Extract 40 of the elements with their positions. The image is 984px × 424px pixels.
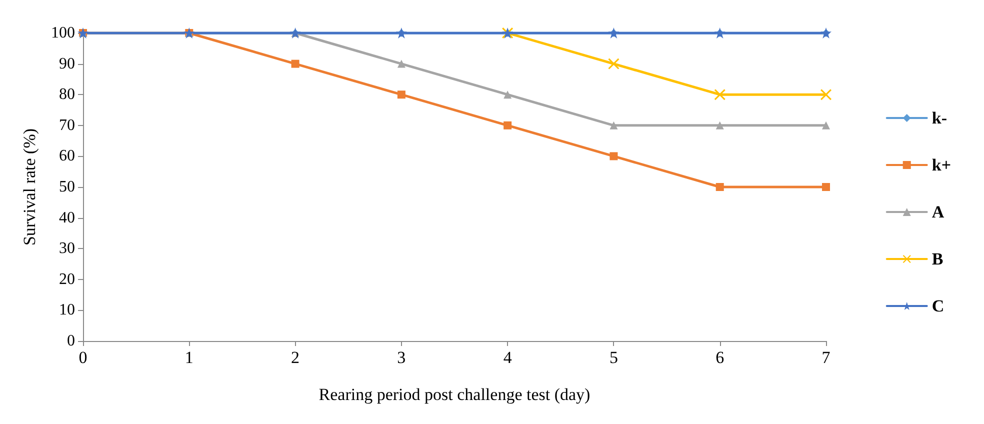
x-tick-label: 3	[397, 348, 406, 367]
point	[608, 58, 620, 70]
point	[504, 90, 512, 99]
legend-label: B	[932, 250, 944, 268]
y-tick-label: 10	[59, 302, 75, 319]
x-tick-label: 5	[609, 348, 618, 367]
x-tick-label: 7	[822, 348, 831, 367]
y-tick-label: 100	[51, 24, 75, 42]
y-tick-label: 0	[67, 332, 75, 350]
y-tick-label: 90	[59, 55, 75, 72]
legend-label: C	[932, 296, 944, 316]
x-tick-label: 6	[716, 348, 724, 367]
legend-label: A	[932, 202, 945, 222]
point	[291, 60, 300, 68]
point	[822, 183, 830, 191]
point	[820, 89, 832, 100]
x-tick-label: 4	[503, 348, 512, 367]
point	[504, 121, 512, 130]
x-tick-label: 2	[291, 348, 300, 367]
x-tick-label: 1	[184, 348, 194, 367]
point	[397, 90, 406, 99]
point	[714, 89, 726, 100]
point	[716, 183, 724, 191]
y-tick-label: 30	[59, 240, 75, 258]
point	[610, 121, 618, 130]
legend-label: k-	[932, 108, 948, 128]
y-tick-label: 80	[59, 86, 75, 104]
x-axis-title: Rearing period post challenge test (day)	[318, 385, 590, 404]
point	[397, 60, 406, 68]
x-tick-label: 0	[78, 348, 88, 367]
point	[716, 121, 724, 130]
y-tick-label: 50	[59, 178, 75, 196]
point	[822, 121, 830, 130]
y-axis-title: Survival rate (%)	[20, 128, 39, 246]
y-tick-label: 40	[59, 209, 75, 226]
y-tick-label: 70	[59, 116, 75, 134]
legend-label: k+	[932, 156, 952, 174]
point	[610, 152, 618, 160]
y-tick-label: 60	[59, 148, 75, 165]
y-tick-label: 20	[59, 270, 75, 288]
